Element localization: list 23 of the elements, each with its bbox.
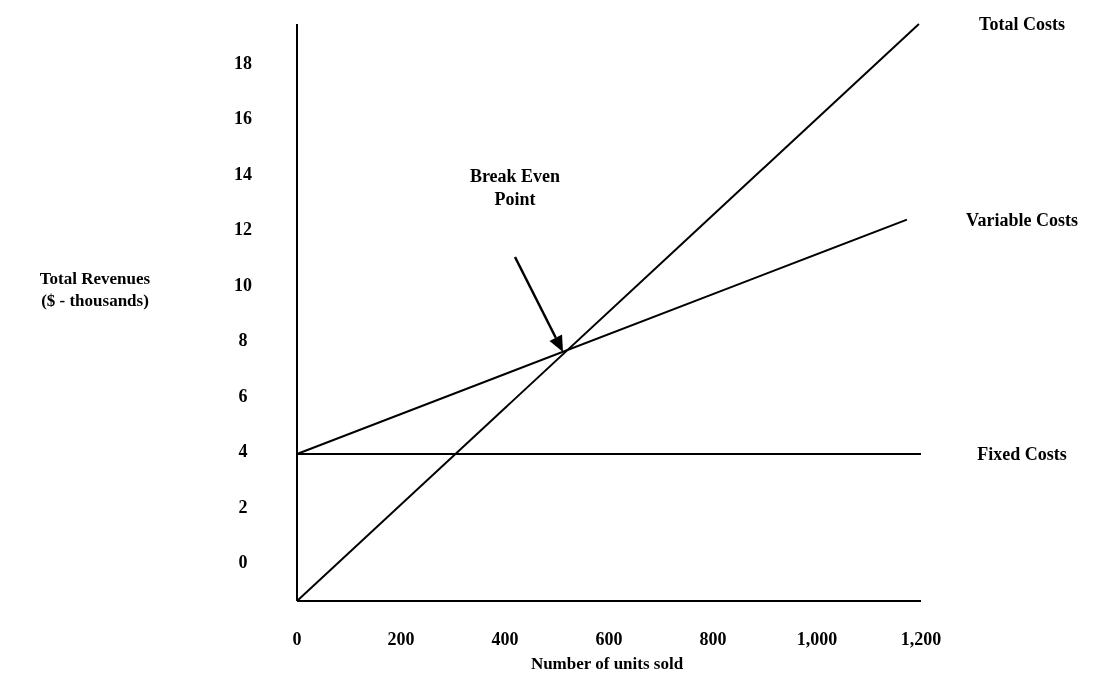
x-tick-label: 200: [387, 629, 415, 649]
x-tick-label: 800: [699, 629, 727, 649]
y-tick-label: 12: [234, 219, 252, 240]
text: Fixed Costs: [977, 443, 1067, 464]
x-axis-title: Number of units sold: [530, 653, 684, 673]
x-tick-label: 400: [491, 629, 519, 649]
x-tick-label: 600: [595, 629, 623, 649]
y-tick-label: 6: [238, 385, 248, 406]
y-tick-label: 18: [234, 52, 252, 73]
y-tick-label: 10: [234, 274, 252, 295]
y-tick-label: 8: [238, 330, 248, 351]
y-tick-label: 2: [238, 496, 248, 517]
x-tick-label: 1,000: [796, 629, 838, 649]
y-tick-label: 0: [238, 552, 248, 573]
y-tick-label: 14: [234, 163, 252, 184]
x-tick-label: 1,200: [900, 629, 942, 649]
text: Variable Costs: [966, 209, 1078, 230]
annotation: Break Even Point: [469, 166, 561, 209]
y-axis-title: Total Revenues ($ - thousands): [39, 268, 151, 310]
x-tick-label: 0: [292, 629, 302, 649]
y-tick-label: 4: [238, 441, 248, 462]
text: Total Costs: [979, 14, 1065, 34]
y-tick-label: 16: [234, 108, 252, 129]
